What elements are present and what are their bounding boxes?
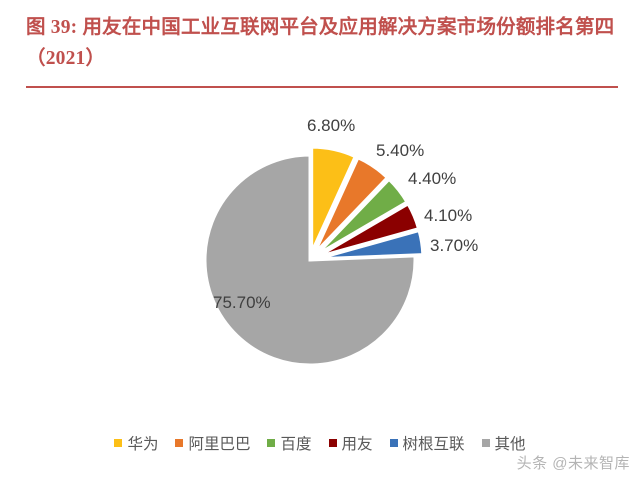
figure-title-block: 图 39: 用友在中国工业互联网平台及应用解决方案市场份额排名第四（2021） <box>26 12 620 74</box>
legend-item-baidu[interactable]: 百度 <box>267 432 312 454</box>
pie-slice-yonyou[interactable] <box>316 201 421 259</box>
legend-item-alibaba[interactable]: 阿里巴巴 <box>175 432 250 454</box>
legend-swatch-icon <box>389 439 398 447</box>
pie-slice-baidu[interactable] <box>315 177 410 257</box>
legend-swatch-icon <box>328 439 337 447</box>
legend-swatch-icon <box>481 439 490 447</box>
legend-label: 阿里巴巴 <box>188 436 251 453</box>
value-label-huawei: 6.80% <box>307 116 356 135</box>
legend-label: 百度 <box>280 436 312 453</box>
value-label-other: 75.70% <box>213 293 271 312</box>
legend-label: 华为 <box>127 436 159 453</box>
legend-label: 树根互联 <box>402 436 465 453</box>
legend-swatch-icon <box>114 439 123 447</box>
legend-label: 其他 <box>494 436 526 453</box>
chart-legend: 华为 阿里巴巴 百度 用友 树根互联 其他 <box>0 432 640 454</box>
legend-item-huawei[interactable]: 华为 <box>114 432 158 454</box>
legend-label: 用友 <box>341 436 373 453</box>
title-divider <box>26 86 618 88</box>
legend-item-other[interactable]: 其他 <box>481 432 526 454</box>
value-label-yonyou: 4.10% <box>424 206 473 225</box>
legend-swatch-icon <box>267 439 276 447</box>
legend-swatch-icon <box>175 439 184 447</box>
page-title: 图 39: 用友在中国工业互联网平台及应用解决方案市场份额排名第四（2021） <box>26 17 615 69</box>
value-label-baidu: 4.40% <box>408 169 457 188</box>
pie-slice-other[interactable] <box>203 153 417 367</box>
pie-slice-huawei[interactable] <box>310 145 358 253</box>
pie-slice-shugen[interactable] <box>317 228 425 261</box>
watermark: 头条 @未来智库 <box>516 455 630 472</box>
pie-slice-alibaba[interactable] <box>313 155 390 255</box>
legend-item-yonyou[interactable]: 用友 <box>328 432 373 454</box>
pie-chart: 6.80% 5.40% 4.40% 4.10% 3.70% 75.70% <box>0 96 640 426</box>
pie-chart-svg <box>203 145 425 367</box>
legend-item-shugen[interactable]: 树根互联 <box>389 432 465 454</box>
value-label-alibaba: 5.40% <box>376 141 425 160</box>
value-label-shugen: 3.70% <box>430 236 479 255</box>
